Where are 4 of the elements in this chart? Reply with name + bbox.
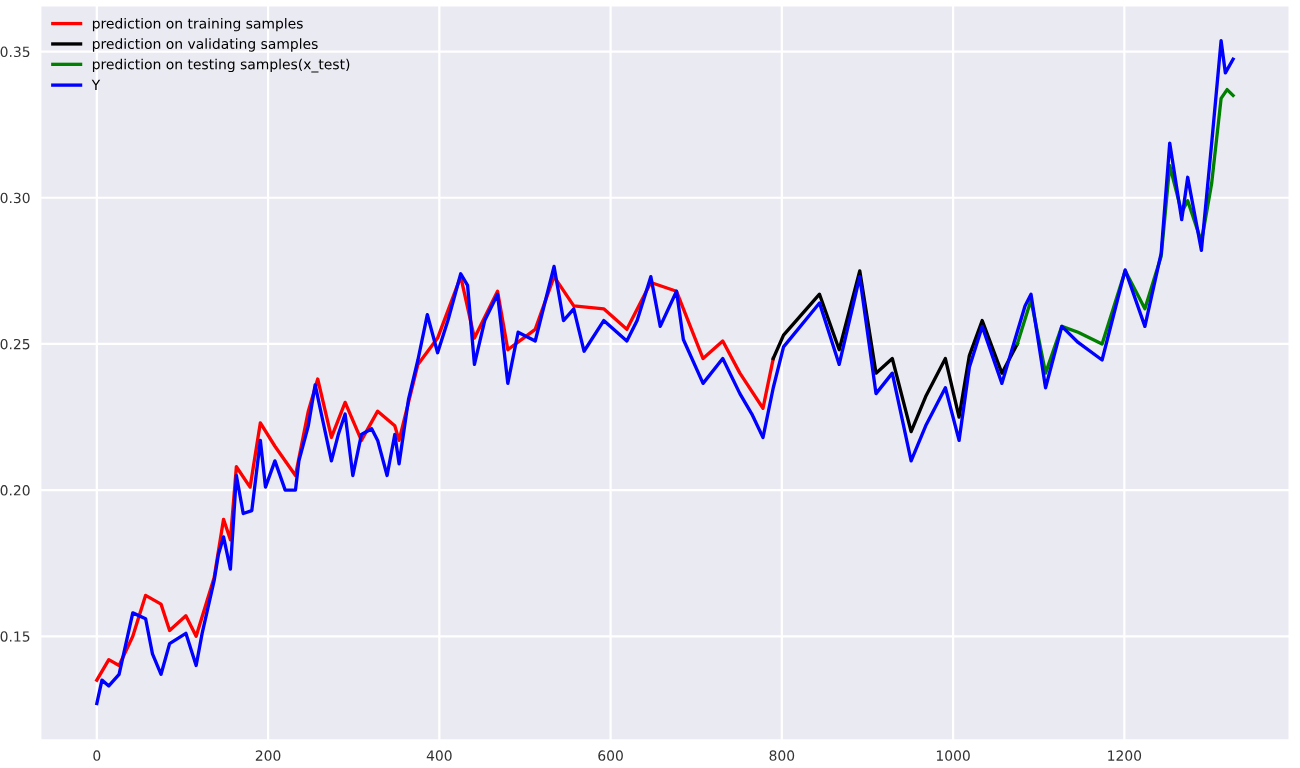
line-series [771, 269, 1019, 434]
line-series [95, 275, 775, 682]
line-series [95, 39, 1235, 706]
line-series [1015, 87, 1235, 375]
